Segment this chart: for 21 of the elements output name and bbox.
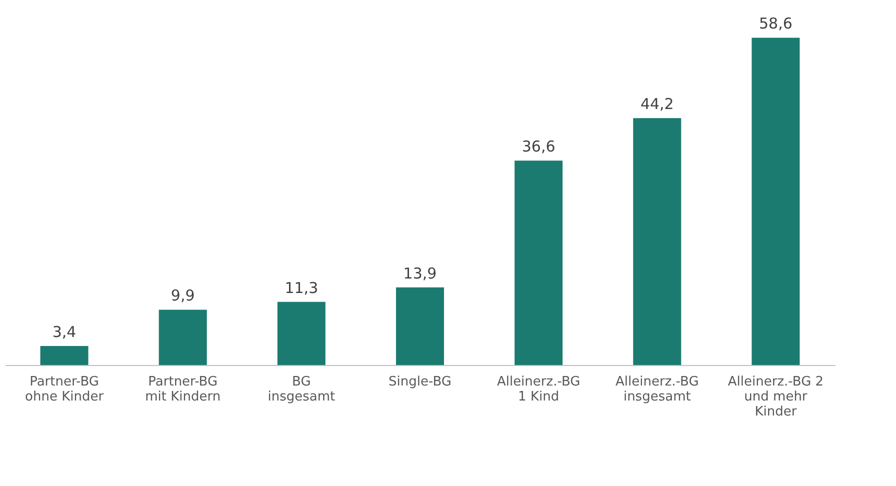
bar [633,118,682,365]
x-tick-label: Alleinerz.-BG insgesamt [616,374,699,404]
x-tick-label: Partner-BG ohne Kinder [25,374,104,404]
data-label: 36,6 [522,138,556,156]
data-label: 58,6 [759,14,792,33]
bar [514,160,563,365]
x-tick-label: Alleinerz.-BG 1 Kind [496,374,580,404]
x-tick-label: Single-BG [388,374,452,390]
data-label: 11,3 [284,278,318,297]
data-label: 9,9 [170,286,195,305]
x-tick-label: BG insgesamt [268,374,336,404]
data-label: 44,2 [640,95,674,114]
bar [277,302,326,365]
bar [40,346,88,365]
x-tick-label: Partner-BG mit Kindern [145,374,221,404]
data-label: 3,4 [52,323,76,342]
data-label: 13,9 [403,264,437,282]
bar [752,38,800,365]
x-tick-label: Alleinerz.-BG 2 und mehr Kinder [728,374,824,420]
bar [396,287,444,365]
bar [158,310,207,365]
